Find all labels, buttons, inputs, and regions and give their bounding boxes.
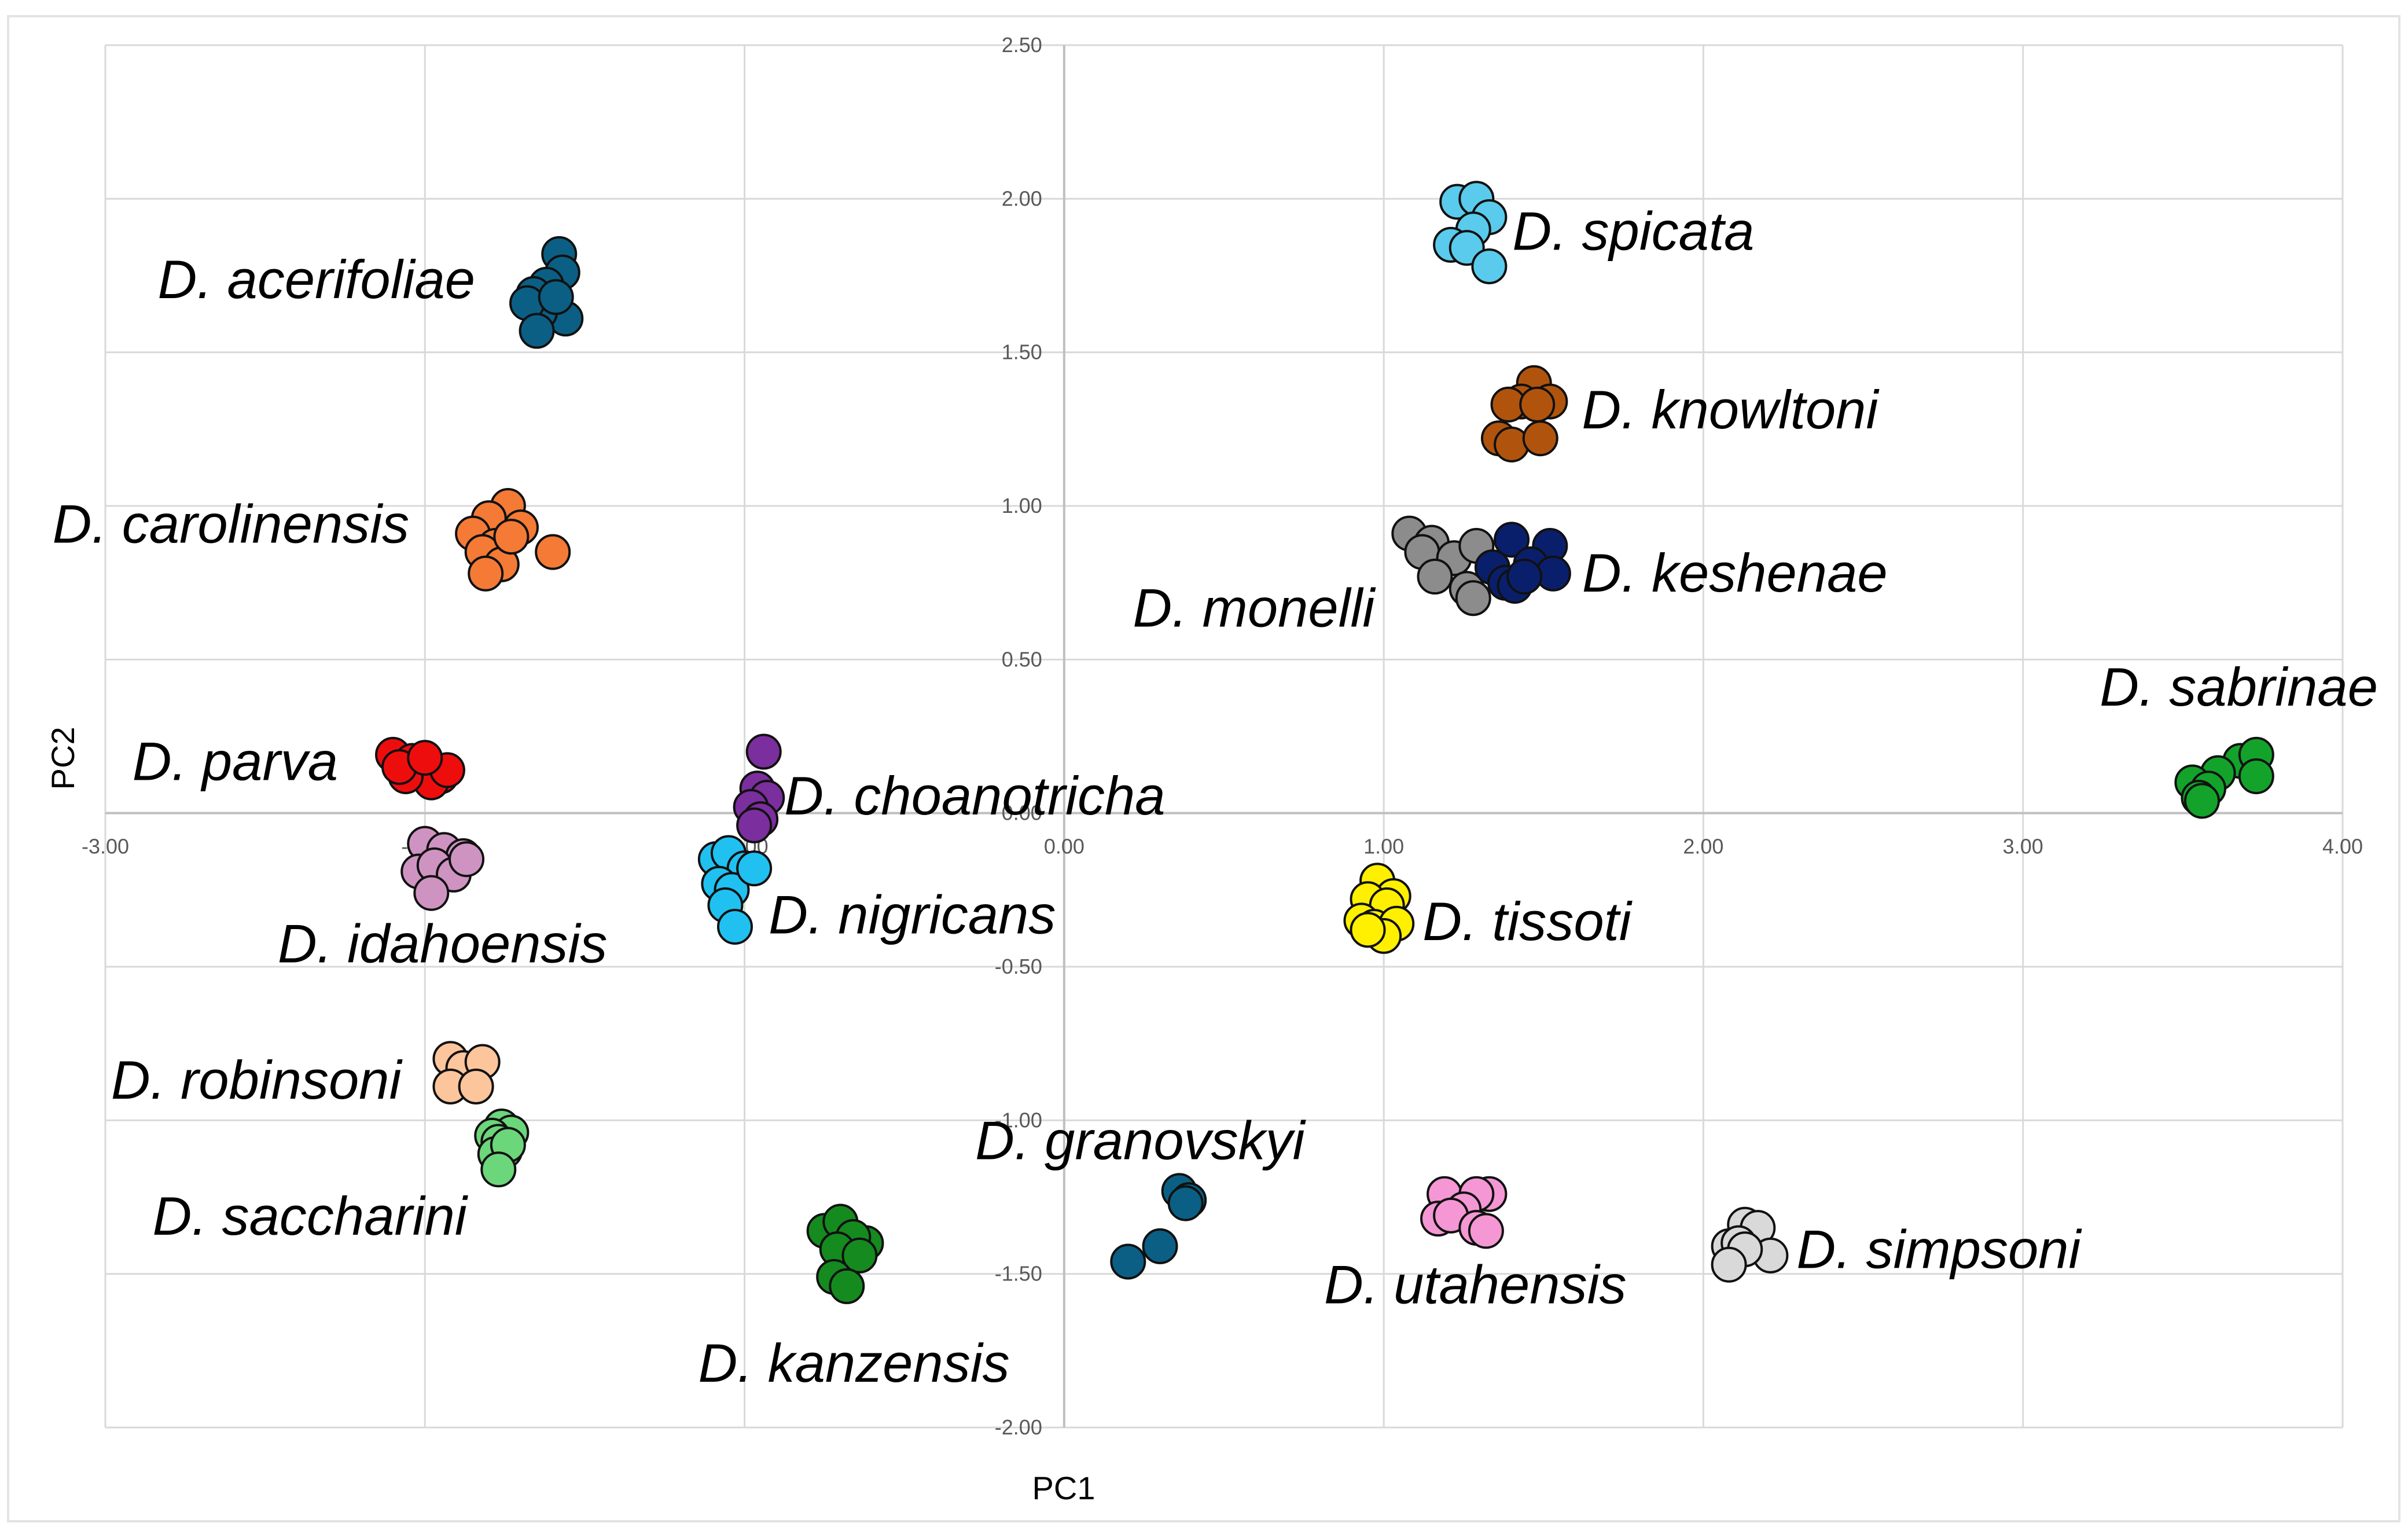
series-d-monelli: [1391, 515, 1495, 616]
data-point: [841, 1237, 878, 1274]
series-d-idahoensis: [400, 825, 485, 911]
series-label-d-granovskyi: D. granovskyi: [975, 1110, 1306, 1170]
series-d-carolinensis: [455, 488, 571, 592]
series-label-d-choanotricha: D. choanotricha: [784, 765, 1165, 826]
data-point: [1350, 912, 1386, 948]
series-label-d-tissoti: D. tissoti: [1422, 891, 1633, 952]
data-point: [1522, 420, 1558, 457]
y-axis-label: PC2: [45, 727, 81, 790]
x-tick-label: 4.00: [2322, 835, 2363, 858]
chart-border: [7, 15, 2400, 1522]
data-point: [468, 555, 504, 592]
data-point: [2183, 783, 2220, 819]
series-label-d-robinsoni: D. robinsoni: [111, 1049, 403, 1110]
series-d-spicata: [1433, 181, 1508, 285]
data-point: [717, 909, 753, 945]
x-tick-label: 0.00: [1044, 835, 1084, 858]
series-d-simpsoni: [1711, 1206, 1789, 1283]
data-point: [736, 807, 773, 843]
series-d-granovskyi: [1110, 1173, 1207, 1280]
data-point: [407, 740, 443, 776]
data-point: [736, 850, 773, 887]
series-d-kanzensis: [806, 1203, 884, 1304]
data-point: [519, 313, 555, 349]
series-d-saccharini: [474, 1108, 530, 1188]
data-points: [375, 181, 2274, 1304]
series-d-sabrinae: [2174, 736, 2274, 819]
y-tick-label: 1.50: [1002, 340, 1042, 364]
zero-axes: [105, 45, 2343, 1427]
data-point: [1471, 248, 1508, 285]
data-point: [829, 1268, 865, 1304]
x-axis-label: PC1: [1032, 1470, 1095, 1506]
series-label-d-acerifoliae: D. acerifoliae: [157, 249, 475, 310]
y-tick-label: -1.00: [995, 1108, 1042, 1132]
series-d-knowltoni: [1480, 365, 1568, 463]
data-point: [745, 733, 782, 770]
data-point: [1167, 1185, 1204, 1221]
data-point: [458, 1068, 494, 1104]
data-point: [1711, 1246, 1747, 1283]
series-d-acerifoliae: [509, 236, 584, 349]
series-label-d-spicata: D. spicata: [1512, 201, 1754, 262]
data-point: [1110, 1243, 1146, 1280]
series-d-robinsoni: [432, 1041, 501, 1104]
y-tick-label: -2.00: [995, 1415, 1042, 1439]
series-label-d-simpsoni: D. simpsoni: [1796, 1219, 2082, 1279]
y-tick-label: 2.00: [1002, 186, 1042, 210]
series-label-d-utahensis: D. utahensis: [1324, 1254, 1627, 1315]
data-point: [538, 279, 574, 315]
series-d-tissoti: [1343, 863, 1415, 954]
data-point: [480, 1151, 517, 1188]
data-point: [1506, 559, 1543, 595]
data-point: [535, 534, 571, 570]
x-tick-label: -3.00: [82, 835, 129, 858]
series-d-keshenae: [1474, 522, 1571, 604]
series-label-d-saccharini: D. saccharini: [153, 1186, 468, 1246]
series-label-d-carolinensis: D. carolinensis: [53, 493, 409, 554]
x-tick-label: 2.00: [1683, 835, 1723, 858]
series-d-utahensis: [1420, 1176, 1508, 1249]
series-label-d-idahoensis: D. idahoensis: [278, 913, 608, 974]
series-label-d-knowltoni: D. knowltoni: [1582, 379, 1879, 440]
series-label-d-parva: D. parva: [133, 731, 338, 792]
series-label-d-monelli: D. monelli: [1133, 577, 1376, 638]
series-label-d-kanzensis: D. kanzensis: [698, 1333, 1009, 1393]
y-tick-label: 2.50: [1002, 33, 1042, 57]
data-point: [1468, 1213, 1504, 1249]
data-point: [493, 519, 530, 555]
series-label-d-sabrinae: D. sabrinae: [2100, 656, 2378, 717]
y-tick-label: -0.50: [995, 955, 1042, 978]
data-point: [1519, 386, 1556, 423]
y-tick-label: 0.50: [1002, 647, 1042, 671]
x-tick-label: 3.00: [2003, 835, 2043, 858]
series-d-choanotricha: [733, 733, 785, 843]
y-tick-label: 1.00: [1002, 494, 1042, 518]
data-point: [1142, 1228, 1178, 1264]
data-point: [1417, 559, 1453, 595]
data-point: [413, 875, 450, 911]
y-tick-label: -1.50: [995, 1262, 1042, 1286]
series-d-nigricans: [697, 835, 773, 945]
data-point: [448, 841, 485, 878]
series-d-parva: [375, 736, 465, 801]
data-point: [1455, 580, 1491, 616]
data-point: [1494, 522, 1530, 558]
series-label-d-nigricans: D. nigricans: [769, 884, 1056, 945]
series-label-d-keshenae: D. keshenae: [1582, 542, 1888, 603]
y-tick-label: 0.00: [1002, 801, 1042, 825]
series-labels: D. acerifoliae D. carolinensis D. parva D. …: [53, 201, 2378, 1393]
data-point: [2238, 758, 2274, 794]
x-tick-label: 1.00: [1363, 835, 1404, 858]
